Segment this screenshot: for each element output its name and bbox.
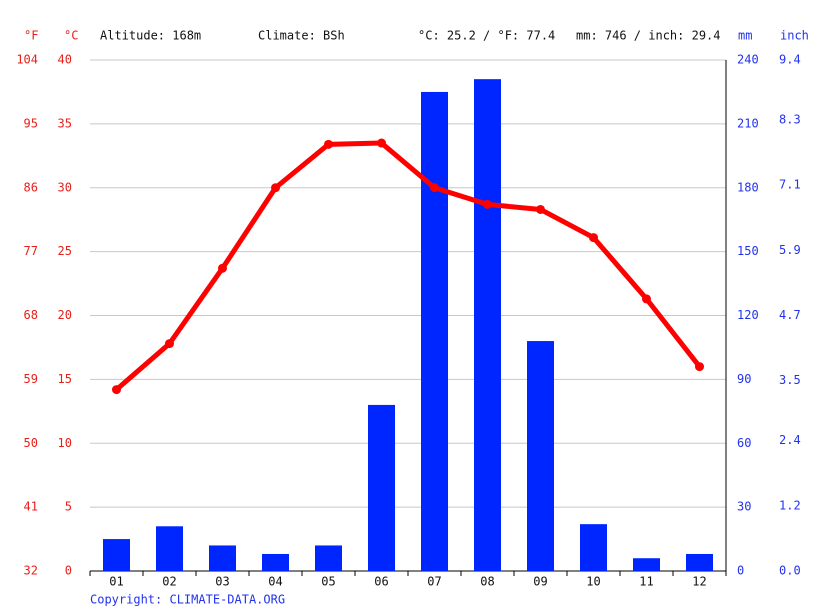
x-tick-label: 01 — [109, 575, 123, 589]
f-tick-label: 86 — [24, 180, 38, 194]
temperature-point — [589, 233, 598, 243]
precip-summary: mm: 746 / inch: 29.4 — [576, 29, 721, 43]
f-tick-label: 50 — [24, 436, 38, 450]
f-unit: °F — [24, 29, 38, 43]
precip-bar — [156, 526, 183, 571]
inch-tick-label: 8.3 — [779, 112, 801, 126]
climate: Climate: BSh — [258, 29, 345, 43]
precip-bar — [368, 404, 395, 571]
temperature-point — [377, 138, 386, 148]
c-tick-label: 5 — [65, 500, 72, 514]
mm-tick-label: 210 — [737, 116, 759, 130]
precip-bar — [580, 524, 607, 571]
mm-tick-label: 150 — [737, 244, 759, 258]
mm-tick-label: 180 — [737, 180, 759, 194]
f-tick-label: 41 — [24, 500, 38, 514]
mm-tick-label: 30 — [737, 500, 751, 514]
x-tick-label: 06 — [374, 575, 388, 589]
c-tick-label: 20 — [58, 308, 72, 322]
precip-bar — [209, 545, 236, 571]
temperature-point — [483, 199, 492, 209]
precip-bar — [262, 553, 289, 571]
temperature-point — [642, 294, 651, 304]
mm-tick-label: 120 — [737, 308, 759, 322]
x-tick-label: 04 — [268, 575, 282, 589]
precip-bar — [474, 79, 501, 571]
precip-bar — [103, 539, 130, 571]
precip-bar — [421, 91, 448, 571]
altitude: Altitude: 168m — [100, 29, 201, 43]
c-tick-label: 40 — [58, 53, 72, 67]
c-unit: °C — [64, 29, 78, 43]
temperature-line — [114, 140, 702, 392]
inch-tick-label: 2.4 — [779, 433, 801, 447]
f-tick-label: 68 — [24, 308, 38, 322]
mm-tick-label: 0 — [737, 564, 744, 578]
x-tick-label: 09 — [533, 575, 547, 589]
temperature-point — [324, 139, 333, 149]
temperature-point — [165, 339, 174, 349]
precip-bar — [686, 553, 713, 571]
c-tick-label: 0 — [65, 564, 72, 578]
precip-bar — [315, 545, 342, 571]
c-tick-label: 35 — [58, 116, 72, 130]
f-tick-label: 32 — [24, 564, 38, 578]
inch-unit: inch — [780, 29, 809, 43]
x-tick-label: 05 — [321, 575, 335, 589]
temperature-point — [218, 263, 227, 273]
inch-tick-label: 0.0 — [779, 564, 801, 578]
c-tick-label: 30 — [58, 180, 72, 194]
inch-tick-label: 1.2 — [779, 498, 801, 512]
copyright: Copyright: CLIMATE-DATA.ORG — [90, 593, 285, 607]
precip-bar — [527, 341, 554, 571]
temperature-point — [430, 183, 439, 193]
x-tick-label: 12 — [692, 575, 706, 589]
temperature-point — [536, 204, 545, 214]
c-tick-label: 15 — [58, 372, 72, 386]
c-tick-label: 10 — [58, 436, 72, 450]
temperature-point — [695, 362, 704, 372]
mm-tick-label: 240 — [737, 53, 759, 67]
inch-tick-label: 9.4 — [779, 53, 801, 67]
x-tick-label: 08 — [480, 575, 494, 589]
inch-tick-label: 7.1 — [779, 178, 801, 192]
mm-tick-label: 60 — [737, 436, 751, 450]
c-tick-label: 25 — [58, 244, 72, 258]
temp-summary: °C: 25.2 / °F: 77.4 — [418, 29, 555, 43]
x-tick-label: 02 — [162, 575, 176, 589]
temperature-point — [271, 183, 280, 193]
f-tick-label: 59 — [24, 372, 38, 386]
precip-bar — [633, 558, 660, 571]
f-tick-label: 77 — [24, 244, 38, 258]
f-tick-label: 104 — [16, 53, 38, 67]
x-tick-label: 07 — [427, 575, 441, 589]
inch-tick-label: 4.7 — [779, 308, 801, 322]
x-tick-label: 11 — [639, 575, 653, 589]
inch-tick-label: 5.9 — [779, 243, 801, 257]
x-tick-label: 10 — [586, 575, 600, 589]
inch-tick-label: 3.5 — [779, 373, 801, 387]
mm-unit: mm — [738, 29, 752, 43]
x-tick-label: 03 — [215, 575, 229, 589]
mm-tick-label: 90 — [737, 372, 751, 386]
temperature-point — [112, 385, 121, 395]
f-tick-label: 95 — [24, 116, 38, 130]
